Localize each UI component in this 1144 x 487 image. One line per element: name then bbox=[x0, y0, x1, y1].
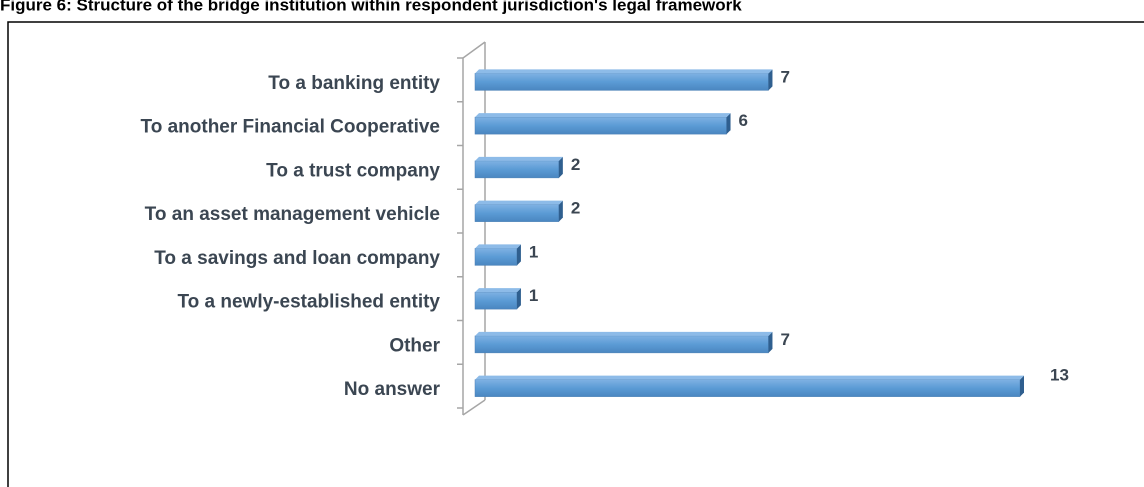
data-label: 2 bbox=[571, 155, 580, 174]
category-label: To an asset management vehicle bbox=[145, 204, 440, 225]
data-label: 7 bbox=[780, 330, 789, 349]
bar bbox=[474, 379, 1021, 397]
bar-top bbox=[475, 331, 773, 336]
bar-top bbox=[475, 288, 521, 293]
bar-cap bbox=[558, 156, 563, 178]
data-label: 13 bbox=[1050, 366, 1069, 385]
chart-border bbox=[7, 21, 1144, 487]
data-label: 1 bbox=[529, 286, 538, 305]
bar-top bbox=[475, 200, 563, 205]
category-label: Other bbox=[389, 335, 440, 356]
bar-cap bbox=[558, 200, 563, 222]
bar-top bbox=[475, 244, 521, 249]
bar-cap bbox=[516, 244, 521, 266]
data-label: 2 bbox=[571, 199, 580, 218]
category-label: To a banking entity bbox=[268, 73, 440, 94]
bar bbox=[474, 116, 727, 135]
bar-cap bbox=[1020, 375, 1024, 397]
category-label: To another Financial Cooperative bbox=[141, 117, 440, 138]
bar-top bbox=[475, 375, 1024, 380]
bar-cap bbox=[516, 288, 521, 310]
bar bbox=[474, 204, 560, 222]
category-label: To a savings and loan company bbox=[154, 248, 440, 269]
bar-top bbox=[475, 69, 773, 74]
bar bbox=[474, 291, 518, 310]
bar-top bbox=[475, 113, 731, 118]
category-label: To a trust company bbox=[266, 160, 440, 181]
chart-title: Figure 6: Structure of the bridge instit… bbox=[0, 0, 742, 14]
bar bbox=[474, 73, 769, 91]
data-label: 1 bbox=[529, 242, 538, 261]
data-label: 7 bbox=[780, 67, 789, 86]
bar-cap bbox=[768, 69, 773, 91]
bar bbox=[474, 160, 560, 179]
category-label: To a newly-established entity bbox=[177, 292, 440, 313]
bar-top bbox=[475, 156, 563, 161]
bar bbox=[474, 248, 518, 266]
bar bbox=[474, 335, 769, 354]
category-label: No answer bbox=[344, 379, 441, 400]
axis-wall bbox=[462, 41, 486, 416]
bar-cap bbox=[768, 331, 773, 353]
bar-cap bbox=[726, 113, 731, 135]
data-label: 6 bbox=[739, 111, 748, 130]
